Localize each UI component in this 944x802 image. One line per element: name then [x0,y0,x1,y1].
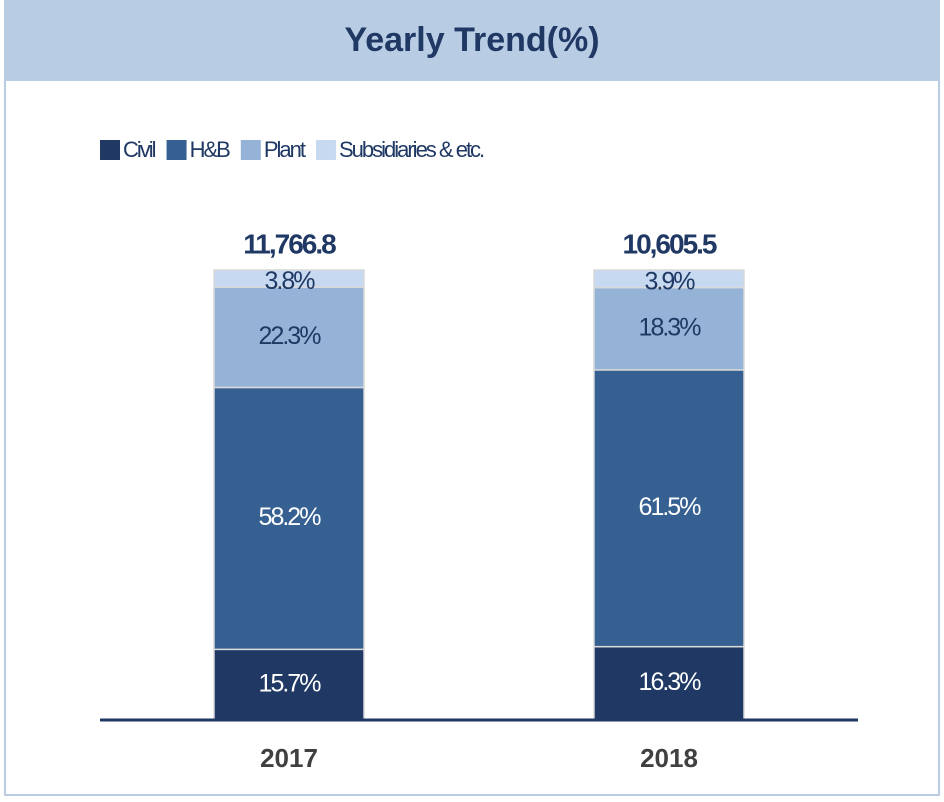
x-tick-label: 2017 [260,743,318,773]
bar-segment [213,648,365,721]
bar-segment [213,286,365,389]
data-label: 3.8% [265,267,316,295]
total-label: 11,766.8 [243,228,336,259]
legend-swatch [315,140,336,160]
data-label: 61.5% [639,493,702,521]
bar-segment [593,286,745,371]
legend-label: Civil [123,137,156,162]
x-tick-label: 2018 [640,743,698,773]
data-label: 3.9% [645,267,696,295]
data-label: 22.3% [259,322,322,350]
total-label: 10,605.5 [623,228,717,259]
bar-segment [593,369,745,648]
legend-swatch [166,140,187,160]
legend-label: Subsidiaries & etc. [339,137,484,162]
bar-segment [213,269,365,288]
data-label: 18.3% [639,313,702,341]
header-band [5,1,939,81]
data-label: 16.3% [639,668,702,696]
bar-segment [593,269,745,289]
data-label: 15.7% [259,669,322,697]
data-label: 58.2% [259,503,322,531]
chart-title: Yearly Trend(%) [344,21,599,59]
legend-swatch [100,140,120,160]
legend-swatch [240,140,261,160]
frame [4,0,940,796]
legend-label: H&B [190,137,231,162]
legend-label: Plant [264,137,306,162]
